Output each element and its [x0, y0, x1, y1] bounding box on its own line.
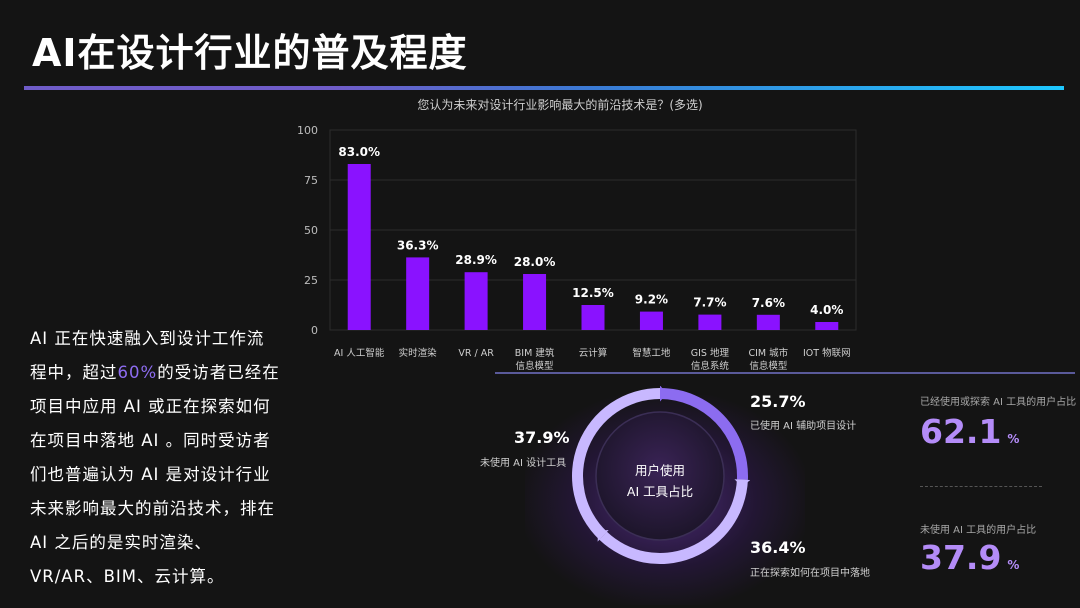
data-label: 9.2%: [635, 293, 668, 307]
donut-center-line1: 用户使用: [634, 463, 685, 478]
y-tick-label: 75: [304, 174, 318, 187]
data-label: 28.0%: [514, 255, 556, 269]
x-tick-label: GIS 地理: [691, 347, 730, 359]
body-text-highlight: 60%: [117, 363, 158, 382]
data-label: 36.3%: [397, 238, 439, 252]
title-divider: [24, 86, 1064, 90]
used-share-unit: %: [1007, 432, 1020, 446]
donut-slice: [572, 388, 660, 540]
used-share-label: 已经使用或探索 AI 工具的用户占比: [920, 397, 1077, 408]
bar: [756, 314, 780, 330]
unused-share-number: 37.9: [920, 538, 1002, 577]
slice-unused-value: 37.9%: [514, 428, 570, 447]
slice-unused-label: 未使用 AI 设计工具: [480, 458, 567, 469]
slice-exploring-value: 36.4%: [750, 538, 806, 557]
bar-chart: 您认为未来对设计行业影响最大的前沿技术是？(多选) 0 25 50 75 100 83.0…: [290, 94, 870, 378]
slice-used-value: 25.7%: [750, 392, 806, 411]
bar: [639, 311, 663, 330]
unused-share-unit: %: [1007, 558, 1020, 572]
donut-chart: [570, 385, 751, 566]
x-tick-label: AI 人工智能: [334, 347, 385, 359]
x-tick-label: 信息系统: [691, 360, 730, 372]
bar: [581, 305, 605, 330]
data-label: 7.7%: [693, 296, 726, 310]
x-tick-label: 信息模型: [749, 360, 788, 372]
chart-title: 您认为未来对设计行业影响最大的前沿技术是？(多选): [417, 98, 703, 112]
x-tick-label: 智慧工地: [632, 347, 671, 359]
data-label: 7.6%: [752, 296, 785, 310]
x-tick-label: BIM 建筑: [515, 347, 555, 359]
bar: [347, 164, 371, 330]
donut-center-label: 用户使用 AI 工具占比: [570, 460, 750, 502]
body-paragraph: AI 正在快速融入到设计工作流程中，超过60%的受访者已经在项目中应用 AI 或…: [30, 322, 280, 594]
slice-used-label: 已使用 AI 辅助项目设计: [750, 421, 857, 432]
donut-slice: [599, 479, 748, 564]
bar: [815, 322, 839, 330]
used-share-value: 62.1%: [920, 412, 1019, 451]
summary-divider: [920, 486, 1042, 487]
data-label: 83.0%: [338, 145, 380, 159]
data-label: 4.0%: [810, 303, 843, 317]
unused-share-label: 未使用 AI 工具的用户占比: [920, 525, 1037, 536]
bar: [464, 272, 488, 330]
y-tick-label: 50: [304, 224, 318, 237]
donut-arrow-marker: [660, 385, 667, 402]
unused-share-value: 37.9%: [920, 538, 1019, 577]
x-tick-label: 信息模型: [516, 360, 555, 372]
bar: [406, 257, 430, 330]
donut-chart-svg: [572, 385, 751, 564]
bar-chart-svg: 0 25 50 75 100 83.0% AI 人工智能 36.3% 实时渲染 28.9% VR /…: [297, 124, 857, 372]
x-tick-label: 云计算: [579, 347, 608, 359]
x-tick-label: IOT 物联网: [803, 347, 851, 359]
donut-inner-disc: [595, 411, 725, 541]
data-label: 28.9%: [455, 253, 497, 267]
donut-center-line2: AI 工具占比: [626, 484, 694, 499]
used-share-number: 62.1: [920, 412, 1002, 451]
y-tick-label: 25: [304, 274, 318, 287]
section-divider: [495, 372, 1075, 374]
x-tick-label: 实时渲染: [399, 347, 438, 359]
y-tick-label: 100: [297, 124, 318, 137]
bar: [698, 314, 722, 330]
page-title: AI在设计行业的普及程度: [32, 31, 468, 75]
y-tick-label: 0: [311, 324, 318, 337]
bar: [523, 274, 547, 330]
body-text-part2: 的受访者已经在项目中应用 AI 或正在探索如何在项目中落地 AI 。同时受访者们…: [30, 363, 280, 586]
slice-exploring-label: 正在探索如何在项目中落地: [750, 568, 870, 579]
x-tick-label: CIM 城市: [749, 347, 789, 359]
x-tick-label: VR / AR: [458, 348, 494, 359]
data-label: 12.5%: [572, 286, 614, 300]
donut-slice: [660, 388, 748, 480]
body-text-part1: AI 正在快速融入到设计工作流程中，超过: [30, 329, 265, 382]
